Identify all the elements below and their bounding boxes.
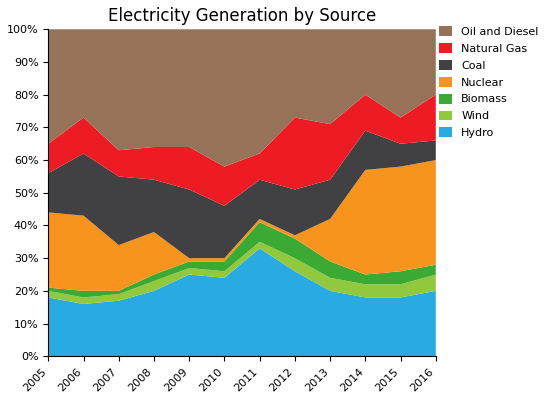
Legend: Oil and Diesel, Natural Gas, Coal, Nuclear, Biomass, Wind, Hydro: Oil and Diesel, Natural Gas, Coal, Nucle… [436, 23, 542, 142]
Title: Electricity Generation by Source: Electricity Generation by Source [108, 7, 376, 25]
